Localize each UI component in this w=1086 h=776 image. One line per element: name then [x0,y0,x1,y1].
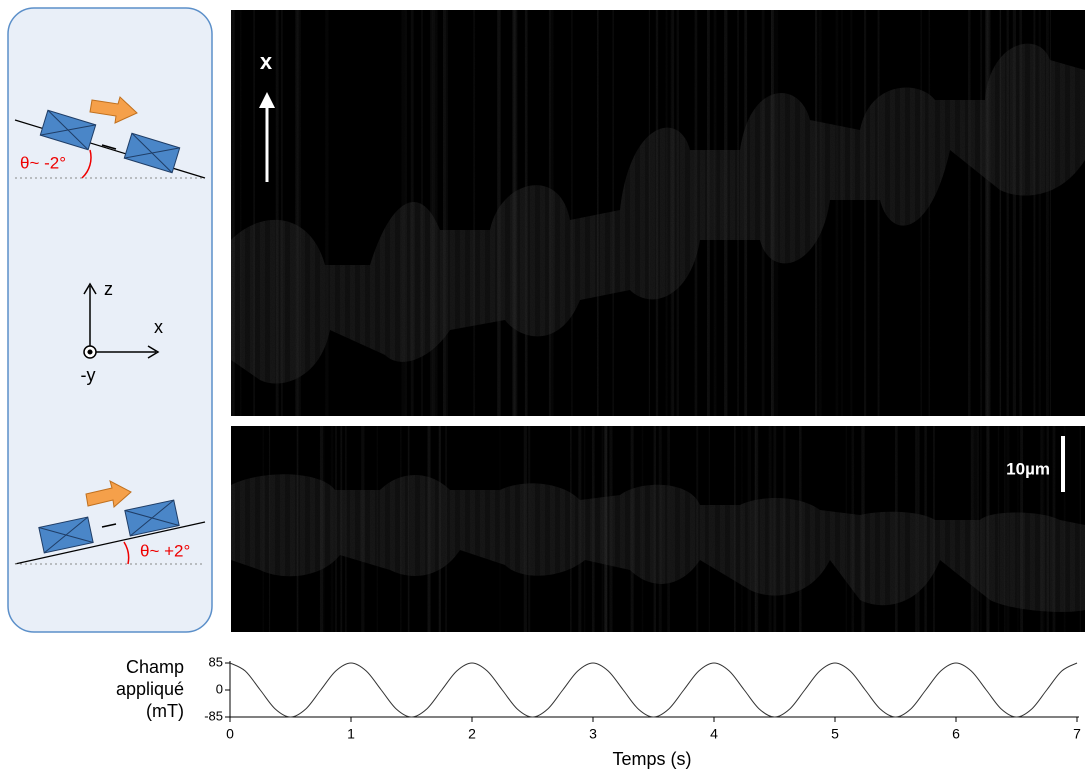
y-axis-label: (mT) [146,701,184,721]
x-tick-label: 7 [1073,726,1081,742]
kymograph-bottom [231,426,1085,632]
x-tick-label: 4 [710,726,718,742]
x-axis-label: Temps (s) [612,749,691,769]
axis-y-label: -y [81,365,96,385]
x-tick-label: 0 [226,726,234,742]
x-tick-label: 6 [952,726,960,742]
x-tick-label: 5 [831,726,839,742]
x-tick-label: 2 [468,726,476,742]
diagram-panel [7,7,213,633]
field-curve [229,662,1078,718]
image-grain [231,10,1085,416]
y-axis-label: appliqué [116,679,184,699]
y-tick-label: -85 [204,708,223,723]
angle-bottom: θ~ +2° [140,541,190,560]
diagram-top [14,96,206,179]
x-tick-label: 3 [589,726,597,742]
axes-triad [83,282,160,359]
kymograph-top [231,10,1085,416]
y-tick-label: 0 [216,681,223,696]
scale-bar-label: 10µm [1006,459,1050,478]
image-axis-label: x [260,49,273,74]
axis-z-label: z [104,279,113,299]
y-tick-label: 85 [209,654,223,669]
diagram-bottom [14,480,206,565]
image-grain [231,426,1085,632]
angle-top: θ~ -2° [20,153,66,172]
axis-x-label: x [154,317,163,337]
y-axis-label: Champ [126,657,184,677]
image-arrow [259,92,275,182]
x-tick-label: 1 [347,726,355,742]
